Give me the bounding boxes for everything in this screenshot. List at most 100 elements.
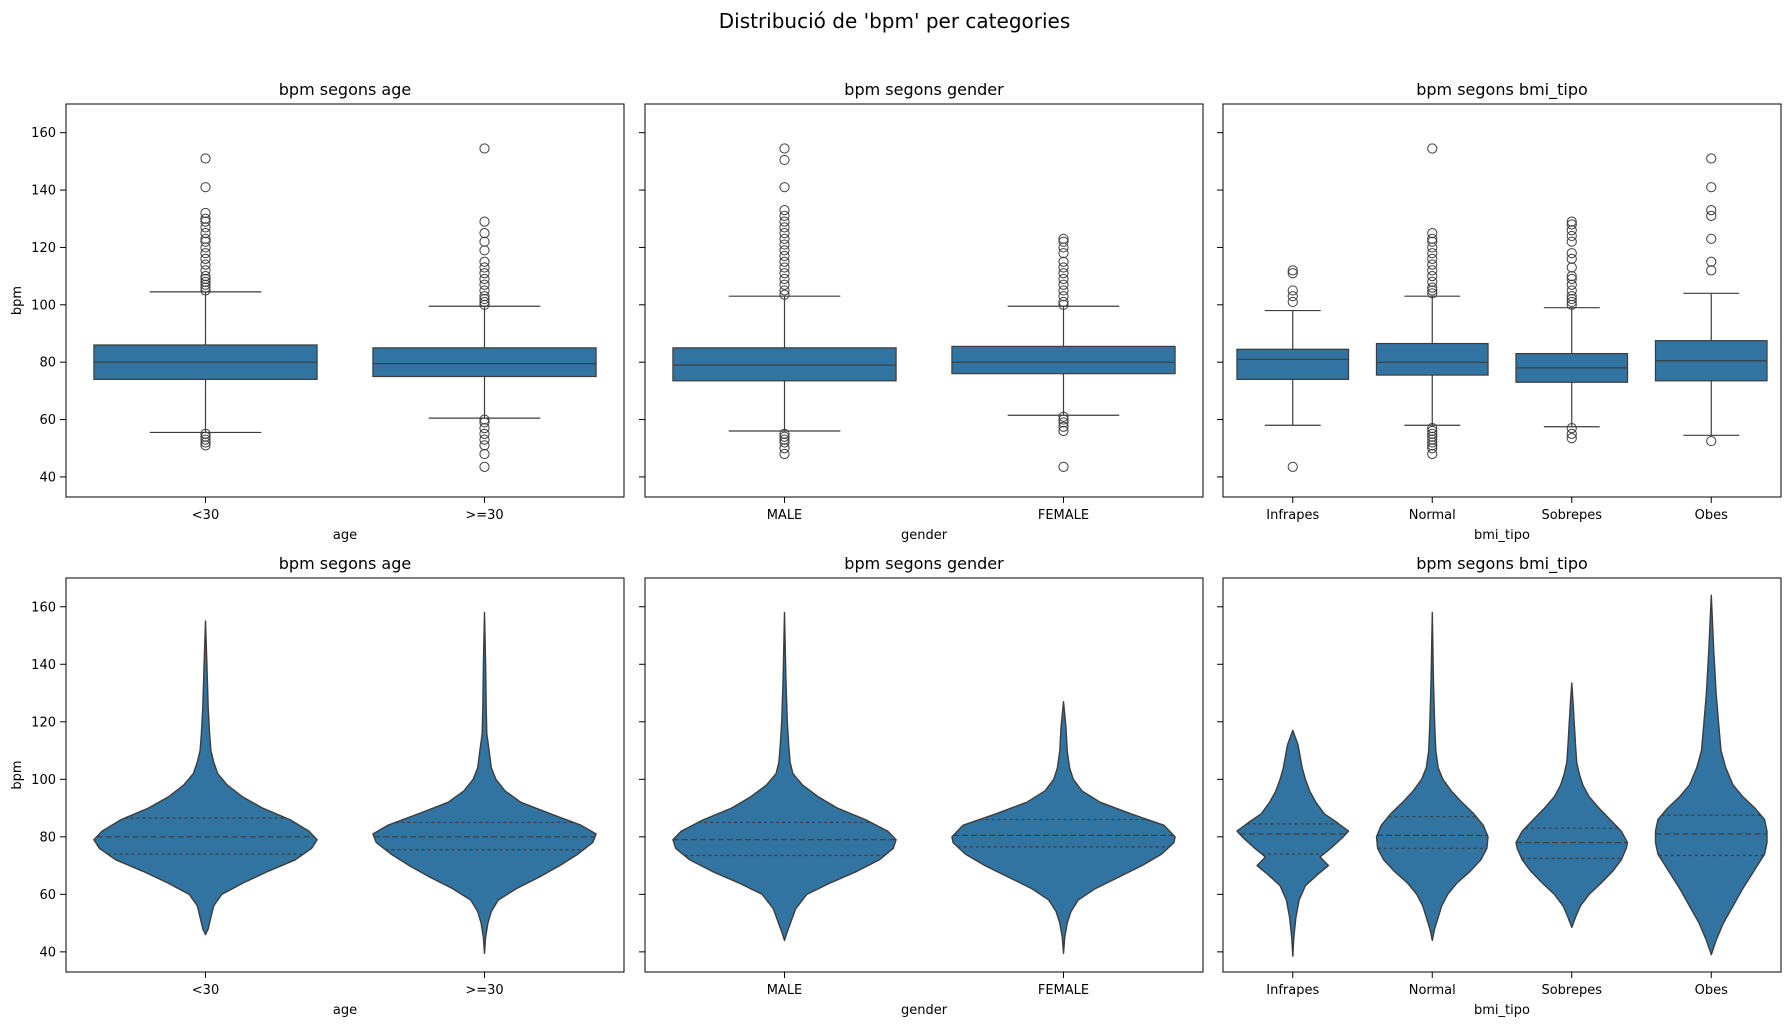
outlier-point [1566, 225, 1577, 236]
outlier-point [779, 245, 790, 256]
outlier-point [779, 289, 790, 300]
outlier-point [1566, 296, 1577, 308]
outlier-point [779, 437, 790, 448]
panel-title: bpm segons age [279, 80, 411, 99]
outlier-point [1427, 233, 1438, 244]
outlier-point [1566, 253, 1577, 265]
box-iqr [672, 347, 897, 382]
outlier-point [779, 268, 790, 279]
y-axis-label: bpm [10, 286, 25, 315]
outlier-point [779, 216, 790, 227]
x-tick-label: <30 [192, 508, 219, 523]
x-tick-label: >=30 [465, 983, 503, 998]
outlier-point [1706, 435, 1717, 447]
outlier-point [479, 227, 490, 239]
outlier-point [479, 296, 490, 308]
outlier-point [1566, 285, 1577, 296]
outlier-point [479, 293, 490, 305]
outlier-point [1427, 242, 1438, 253]
outlier-point [479, 256, 490, 267]
outlier-point [779, 434, 790, 445]
outlier-point [200, 282, 211, 293]
outlier-point [200, 276, 211, 287]
outlier-point [1566, 219, 1577, 230]
outlier-point [479, 428, 490, 439]
y-tick-label: 160 [31, 126, 56, 141]
outlier-point [1566, 236, 1577, 247]
outlier-point [479, 285, 490, 296]
outlier-point [779, 448, 790, 460]
outlier-point [1427, 423, 1438, 434]
outlier-point [1058, 461, 1069, 472]
outlier-point [479, 143, 490, 154]
outlier-point [479, 273, 490, 285]
outlier-point [1287, 268, 1298, 279]
y-axis-label: bpm [10, 760, 25, 789]
outlier-point [479, 461, 490, 472]
x-tick-label: <30 [192, 983, 219, 998]
outlier-point [1058, 256, 1069, 267]
outlier-point [200, 259, 211, 270]
outlier-point [779, 256, 790, 267]
violin-body [1375, 611, 1489, 942]
outlier-point [479, 291, 490, 302]
outlier-point [200, 437, 211, 448]
outlier-point [479, 440, 490, 451]
outlier-point [1427, 285, 1438, 296]
outlier-point [1566, 262, 1577, 273]
panel-box-gender: bpm segons gender MALE FEMALE gender [639, 80, 1204, 543]
y-tick-label: 40 [39, 945, 56, 960]
outlier-point [1427, 440, 1438, 451]
outlier-point [1566, 433, 1577, 444]
outlier-point [1427, 271, 1438, 282]
y-tick-label: 80 [39, 356, 56, 371]
x-tick-label: FEMALE [1038, 983, 1089, 998]
violin-body [672, 611, 897, 942]
x-tick-label: Sobrepes [1541, 983, 1602, 998]
outlier-point [1427, 143, 1438, 154]
outlier-point [779, 154, 790, 166]
panel-title: bpm segons bmi_tipo [1416, 554, 1588, 574]
outlier-point [479, 417, 490, 428]
outlier-point [1427, 276, 1438, 287]
outlier-point [1706, 256, 1717, 267]
outlier-point [1566, 299, 1577, 310]
outlier-point [1427, 425, 1438, 437]
outlier-point [1706, 265, 1717, 276]
panel-violin-bmi-tipo: bpm segons bmi_tipo Infrapes Normal Sobrepe… [1217, 554, 1782, 1018]
outlier-point [779, 273, 790, 285]
outlier-point [779, 431, 790, 442]
outlier-point [1058, 425, 1069, 437]
outlier-point [1706, 153, 1717, 164]
outlier-point [200, 213, 211, 224]
outlier-point [1287, 285, 1298, 296]
outlier-point [1287, 296, 1298, 308]
outlier-point [200, 207, 211, 219]
y-tick-label: 60 [39, 888, 56, 903]
outlier-point [1427, 236, 1438, 247]
outlier-point [1427, 248, 1438, 259]
outlier-point [1058, 414, 1069, 425]
outlier-point [200, 248, 211, 259]
outlier-point [200, 242, 211, 253]
axes-frame [65, 577, 625, 973]
y-tick-label: 120 [31, 715, 56, 730]
outlier-point [479, 262, 490, 273]
outlier-point [479, 279, 490, 290]
outlier-point [1566, 230, 1577, 242]
outlier-point [200, 285, 211, 296]
panel-title: bpm segons age [279, 554, 411, 573]
outlier-point [1058, 233, 1069, 244]
outlier-point [200, 428, 211, 439]
outlier-point [1706, 205, 1717, 216]
outlier-point [1287, 265, 1298, 276]
outlier-point [1566, 291, 1577, 302]
outlier-point [479, 434, 490, 445]
outlier-point [1058, 296, 1069, 308]
outlier-point [200, 265, 211, 276]
outlier-point [779, 227, 790, 239]
outlier-point [1566, 423, 1577, 434]
outlier-point [1427, 288, 1438, 299]
outlier-point [200, 233, 211, 244]
